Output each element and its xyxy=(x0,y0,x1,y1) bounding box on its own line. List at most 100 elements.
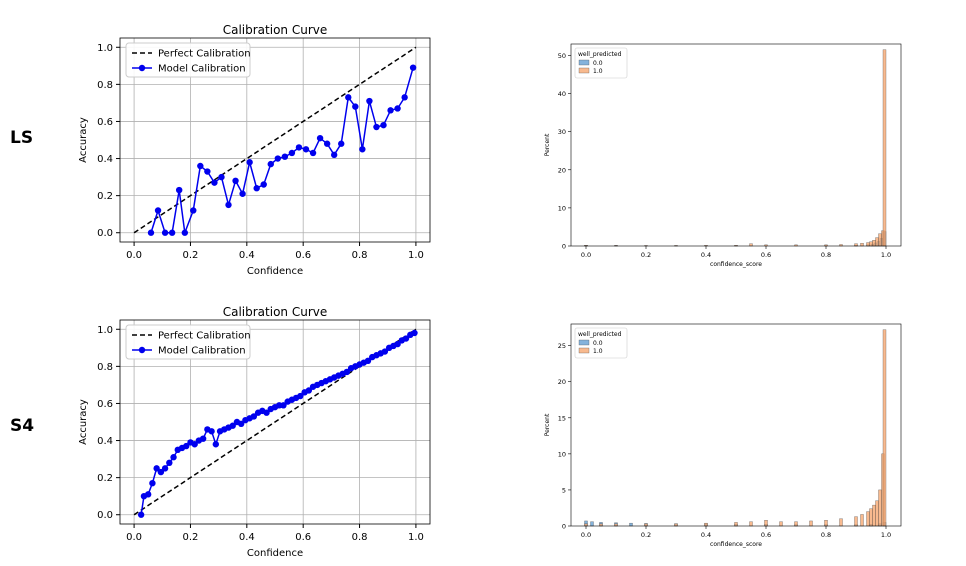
calibration-chart-s4: 0.0 0.2 0.4 0.6 0.8 1.0 0.0 0.2 0.4 0.6 0.8 1.0 Cali… xyxy=(78,305,431,559)
histogram-bar-1 xyxy=(749,521,753,527)
model-calibration-point xyxy=(345,94,352,101)
model-calibration-point xyxy=(212,441,220,448)
model-calibration-point xyxy=(246,159,253,166)
y-tick-label: 1.0 xyxy=(97,325,113,336)
model-calibration-point xyxy=(181,229,189,236)
y-tick-label: 0.4 xyxy=(97,154,113,165)
y-tick-label: 10 xyxy=(558,450,566,458)
model-calibration-point xyxy=(302,146,310,153)
x-tick-label: 0.4 xyxy=(239,250,255,261)
model-calibration-point xyxy=(401,94,408,101)
legend-label: 0.0 xyxy=(593,60,603,67)
model-calibration-point xyxy=(366,97,373,105)
model-calibration-point xyxy=(237,420,245,428)
legend-box xyxy=(125,324,251,360)
model-calibration-point xyxy=(330,151,338,159)
model-calibration-point xyxy=(232,177,239,184)
model-calibration-point xyxy=(166,459,173,466)
y-tick-label: 20 xyxy=(558,378,566,386)
legend-label: 1.0 xyxy=(593,68,603,75)
histogram-bar-1 xyxy=(875,237,879,247)
y-tick-label: 0.6 xyxy=(97,399,113,410)
model-calibration-point xyxy=(280,402,287,409)
legend-model-label: Model Calibration xyxy=(158,64,246,75)
y-tick-label: 0.8 xyxy=(97,80,113,91)
y-tick-label: 30 xyxy=(558,128,566,136)
model-calibration-point xyxy=(274,155,282,162)
histogram-bar-1 xyxy=(779,521,783,527)
x-tick-label: 0.8 xyxy=(352,250,368,261)
histogram-chart-s4: 0.0 0.2 0.4 0.6 0.8 1.0 0 5 10 15 20 25 confidence_s… xyxy=(544,323,902,548)
model-calibration-point xyxy=(190,207,197,214)
model-calibration-point xyxy=(253,185,260,192)
model-calibration-point xyxy=(229,422,236,429)
histogram-bar-1 xyxy=(875,500,879,527)
histogram-bar-1 xyxy=(854,243,858,247)
histogram-bar-1 xyxy=(839,518,843,527)
model-calibration-point xyxy=(208,428,215,435)
model-calibration-point xyxy=(338,140,345,147)
x-tick-label: 0.2 xyxy=(183,250,199,261)
histogram-bar-1 xyxy=(882,329,887,527)
x-tick-label: 0.8 xyxy=(821,531,831,539)
histogram-bar-1 xyxy=(869,241,873,247)
histogram-bar-1 xyxy=(614,523,618,527)
x-tick-label: 0.0 xyxy=(581,251,591,259)
model-calibration-point xyxy=(161,229,169,236)
x-axis-label: Confidence xyxy=(247,266,303,277)
y-tick-label: 0.0 xyxy=(97,510,113,521)
histogram-chart-ls: 0.0 0.2 0.4 0.6 0.8 1.0 0 10 20 30 40 50 confidence_… xyxy=(544,43,902,268)
model-calibration-point xyxy=(161,465,169,472)
histogram-bar-1 xyxy=(809,520,813,527)
chart-title: Calibration Curve xyxy=(223,305,328,319)
legend-title: well_predicted xyxy=(578,51,622,58)
model-calibration-point xyxy=(316,134,324,142)
model-calibration-point xyxy=(380,121,387,129)
y-tick-label: 1.0 xyxy=(97,43,113,54)
histogram-bar-1 xyxy=(764,520,768,527)
model-calibration-point xyxy=(267,160,274,168)
model-calibration-point xyxy=(409,64,417,71)
model-calibration-point xyxy=(281,153,289,160)
model-calibration-point xyxy=(199,435,207,442)
model-calibration-point xyxy=(191,441,198,448)
y-axis-label: Percent xyxy=(544,413,551,436)
x-tick-label: 1.0 xyxy=(408,250,424,261)
legend-box xyxy=(125,42,251,78)
x-tick-label: 1.0 xyxy=(408,532,424,543)
model-calibration-line xyxy=(150,67,414,234)
legend-title: well_predicted xyxy=(578,331,622,338)
x-tick-label: 0.4 xyxy=(239,532,255,543)
legend-swatch xyxy=(578,339,590,346)
model-calibration-point xyxy=(183,442,190,450)
model-calibration-point xyxy=(263,409,270,416)
model-calibration-point xyxy=(211,179,218,186)
x-tick-label: 0.6 xyxy=(761,251,771,259)
model-calibration-point xyxy=(260,181,267,188)
model-calibration-point xyxy=(204,168,211,175)
histogram-bar-1 xyxy=(674,523,678,527)
model-calibration-point xyxy=(149,480,156,487)
model-calibration-point xyxy=(154,207,162,214)
model-calibration-point xyxy=(381,348,389,355)
x-tick-label: 1.0 xyxy=(881,251,891,259)
legend-swatch xyxy=(578,67,590,74)
x-tick-label: 0.8 xyxy=(821,251,831,259)
model-calibration-point xyxy=(364,357,372,364)
histogram-bar-1 xyxy=(878,233,882,247)
histogram-bar-1 xyxy=(734,522,738,527)
plot-frame xyxy=(570,323,902,527)
model-calibration-point xyxy=(157,468,165,476)
x-axis-label: confidence_score xyxy=(710,261,762,268)
model-calibration-point xyxy=(197,162,204,170)
legend-swatch xyxy=(578,347,590,354)
chart-title: Calibration Curve xyxy=(223,23,328,37)
histogram-bar-1 xyxy=(644,523,648,527)
histogram-bar-1 xyxy=(704,522,708,527)
legend-model-marker xyxy=(138,64,146,72)
x-axis-label: confidence_score xyxy=(710,541,762,548)
x-tick-label: 0.6 xyxy=(295,532,311,543)
legend-model-marker xyxy=(138,346,146,354)
x-tick-label: 1.0 xyxy=(881,531,891,539)
x-axis-label: Confidence xyxy=(247,548,303,559)
